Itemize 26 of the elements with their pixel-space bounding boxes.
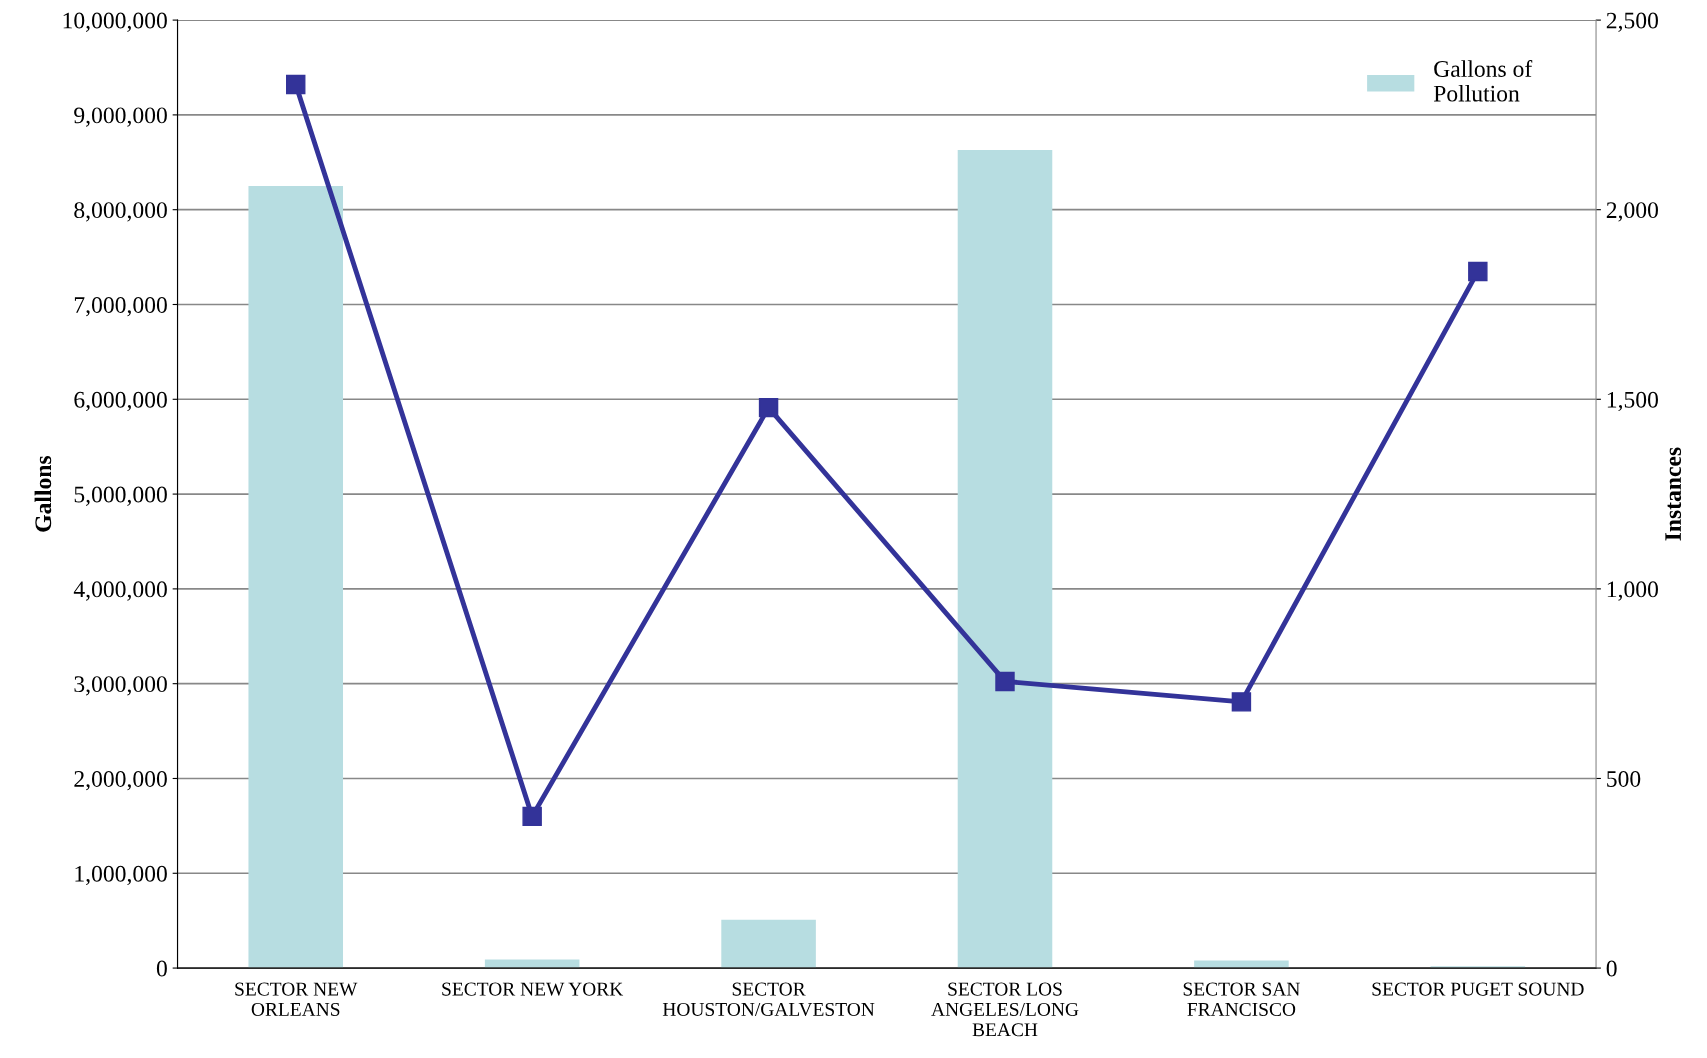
y-tick-label: 2,000,000 [74, 770, 167, 791]
y2-tick-label: 1,500 [1607, 391, 1658, 412]
x-tick-label: SECTOR PUGET SOUND [1372, 982, 1584, 996]
y-tick-label: 5,000,000 [74, 486, 167, 506]
y2-tick-label: 1,000 [1607, 581, 1658, 601]
y2-tick-label: 0 [1606, 960, 1617, 977]
y2-tick-label: 2,000 [1606, 202, 1658, 222]
y-tick-label: 10,000,000 [63, 12, 167, 32]
legend-label: Gallons of Pollution [1433, 60, 1533, 102]
x-tick-label: SECTOR NEW ORLEANS [235, 982, 358, 1016]
y-tick-label: 0 [156, 960, 167, 977]
x-tick-label: SECTOR HOUSTON/GALVESTON [662, 982, 875, 1017]
y-tick-label: 6,000,000 [74, 391, 167, 412]
y-tick-label: 3,000,000 [74, 676, 167, 696]
x-tick-label: SECTOR LOS ANGELES/LONG BEACH [931, 982, 1079, 1037]
y-tick-label: 7,000,000 [74, 296, 167, 317]
y-tick-label: 9,000,000 [74, 107, 167, 127]
y-tick-label: 4,000,000 [73, 581, 167, 601]
x-tick-label: SECTOR NEW YORK [442, 982, 624, 996]
y-tick-label: 1,000,000 [75, 865, 167, 886]
y2-axis-title: Instances [1665, 447, 1682, 541]
y-axis-title: Gallons [34, 455, 52, 532]
x-tick-label: SECTOR SAN FRANCISCO [1183, 982, 1300, 1016]
y2-tick-label: 2,500 [1606, 12, 1658, 32]
y-tick-label: 8,000,000 [74, 202, 167, 222]
y2-tick-label: 500 [1607, 770, 1641, 787]
